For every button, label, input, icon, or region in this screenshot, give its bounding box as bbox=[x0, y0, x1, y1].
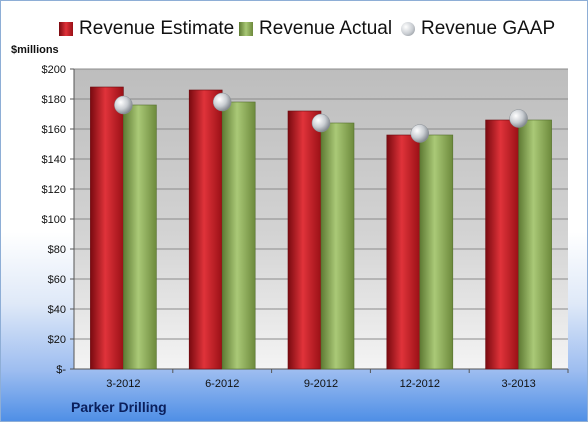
y-tick-label: $80 bbox=[48, 244, 66, 256]
marker-revenue-gaap bbox=[212, 92, 232, 112]
company-name: Parker Drilling bbox=[71, 399, 167, 415]
y-tick-label: $100 bbox=[42, 214, 66, 226]
bar-revenue-estimate bbox=[90, 86, 124, 370]
y-tick-label: $120 bbox=[42, 184, 66, 196]
legend: Revenue Estimate Revenue Actual Revenue … bbox=[1, 15, 587, 43]
bar-revenue-actual bbox=[123, 104, 157, 370]
y-tick-label: $- bbox=[56, 364, 66, 376]
legend-label-estimate: Revenue Estimate bbox=[79, 18, 235, 39]
x-tick-label: 12-2012 bbox=[400, 378, 440, 390]
y-tick-label: $20 bbox=[48, 334, 66, 346]
bar-revenue-estimate bbox=[188, 89, 223, 370]
bar-revenue-actual bbox=[221, 101, 256, 370]
y-tick-label: $140 bbox=[42, 154, 66, 166]
y-tick-label: $200 bbox=[42, 64, 66, 76]
legend-item-gaap: Revenue GAAP bbox=[401, 15, 555, 43]
legend-marker-gaap bbox=[401, 22, 415, 36]
bar-revenue-actual bbox=[419, 134, 454, 370]
x-tick-label: 3-2012 bbox=[106, 378, 140, 390]
y-tick-label: $40 bbox=[48, 304, 66, 316]
x-tick-label: 6-2012 bbox=[205, 378, 239, 390]
bar-revenue-actual bbox=[320, 122, 355, 370]
y-tick-label: $60 bbox=[48, 274, 66, 286]
legend-item-estimate: Revenue Estimate bbox=[59, 15, 234, 43]
bar-revenue-estimate bbox=[386, 134, 421, 370]
legend-swatch-actual bbox=[239, 22, 253, 36]
marker-revenue-gaap bbox=[311, 113, 331, 133]
bar-revenue-actual bbox=[518, 119, 552, 370]
marker-revenue-gaap bbox=[509, 109, 528, 128]
tick-labels: $- $20 $40 $60 $80 $100 $120 $140 $160 $180 $200 3-… bbox=[42, 64, 536, 390]
marker-revenue-gaap bbox=[410, 124, 430, 143]
bar-revenue-estimate bbox=[287, 110, 322, 370]
bar-revenue-estimate bbox=[485, 119, 519, 370]
y-tick-label: $180 bbox=[42, 94, 66, 106]
bars bbox=[90, 86, 552, 370]
legend-label-gaap: Revenue GAAP bbox=[421, 18, 556, 39]
y-axis-unit-label: $millions bbox=[11, 44, 59, 56]
legend-label-actual: Revenue Actual bbox=[259, 18, 393, 39]
x-tick-label: 3-2013 bbox=[501, 378, 535, 390]
x-tick-label: 9-2012 bbox=[304, 378, 338, 390]
marker-revenue-gaap bbox=[114, 95, 133, 115]
gaap-markers bbox=[114, 92, 528, 143]
y-tick-label: $160 bbox=[42, 124, 66, 136]
legend-swatch-estimate bbox=[59, 22, 73, 36]
legend-item-actual: Revenue Actual bbox=[239, 15, 392, 43]
